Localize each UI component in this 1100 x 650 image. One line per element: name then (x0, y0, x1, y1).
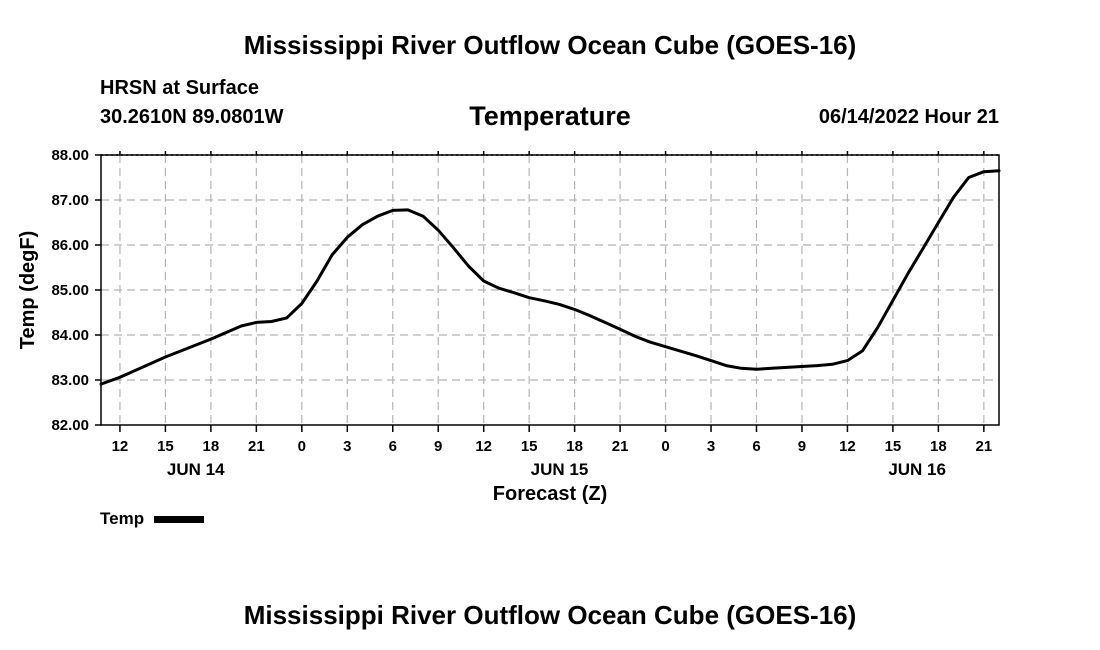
footer-title: Mississippi River Outflow Ocean Cube (GO… (243, 600, 857, 630)
coordinates-label: 30.2610N 89.0801W (100, 106, 284, 128)
x-tick-label: 15 (885, 438, 902, 455)
x-axis-label: Forecast (Z) (493, 483, 607, 505)
x-tick-label: 21 (248, 438, 265, 455)
y-axis: 82.00 83.00 84.00 85.00 86.00 87.00 88.00 (51, 147, 101, 434)
date-label: JUN 14 (167, 460, 225, 479)
x-tick-label: 12 (475, 438, 492, 455)
y-tick-label: 82.00 (51, 417, 89, 434)
x-tick-label: 0 (661, 438, 669, 455)
x-axis: 12 15 18 21 0 3 6 9 12 15 18 21 0 3 6 9 12 15 18 21 (112, 151, 993, 455)
date-label: JUN 15 (531, 460, 589, 479)
page-title: Mississippi River Outflow Ocean Cube (GO… (243, 30, 857, 60)
x-tick-label: 15 (157, 438, 174, 455)
y-tick-label: 84.00 (51, 327, 89, 344)
forecast-datetime: 06/14/2022 Hour 21 (818, 106, 999, 128)
legend: Temp (100, 509, 205, 529)
date-label: JUN 16 (888, 460, 946, 479)
x-tick-label: 12 (112, 438, 129, 455)
y-tick-label: 86.00 (51, 237, 89, 254)
x-tick-label: 21 (976, 438, 993, 455)
x-tick-label: 9 (434, 438, 442, 455)
station-label: HRSN at Surface (100, 77, 259, 99)
x-tick-label: 3 (707, 438, 715, 455)
x-tick-label: 9 (798, 438, 806, 455)
x-tick-label: 18 (930, 438, 947, 455)
legend-swatch (154, 515, 205, 523)
y-tick-label: 85.00 (51, 282, 89, 299)
x-tick-label: 12 (839, 438, 856, 455)
series-line-temp (99, 169, 1001, 386)
x-tick-label: 18 (203, 438, 220, 455)
x-tick-label: 21 (612, 438, 629, 455)
legend-label: Temp (100, 509, 145, 528)
x-tick-label: 6 (752, 438, 760, 455)
grid (101, 155, 999, 425)
y-tick-label: 87.00 (51, 192, 89, 209)
x-tick-label: 6 (389, 438, 397, 455)
x-tick-label: 18 (566, 438, 583, 455)
chart-title: Temperature (469, 101, 631, 131)
x-tick-label: 15 (521, 438, 538, 455)
x-tick-label: 0 (298, 438, 306, 455)
y-tick-label: 88.00 (51, 147, 89, 164)
date-labels: JUN 14 JUN 15 JUN 16 (167, 460, 946, 479)
y-tick-label: 83.00 (51, 372, 89, 389)
y-axis-label: Temp (degF) (17, 231, 39, 350)
x-tick-label: 3 (343, 438, 351, 455)
